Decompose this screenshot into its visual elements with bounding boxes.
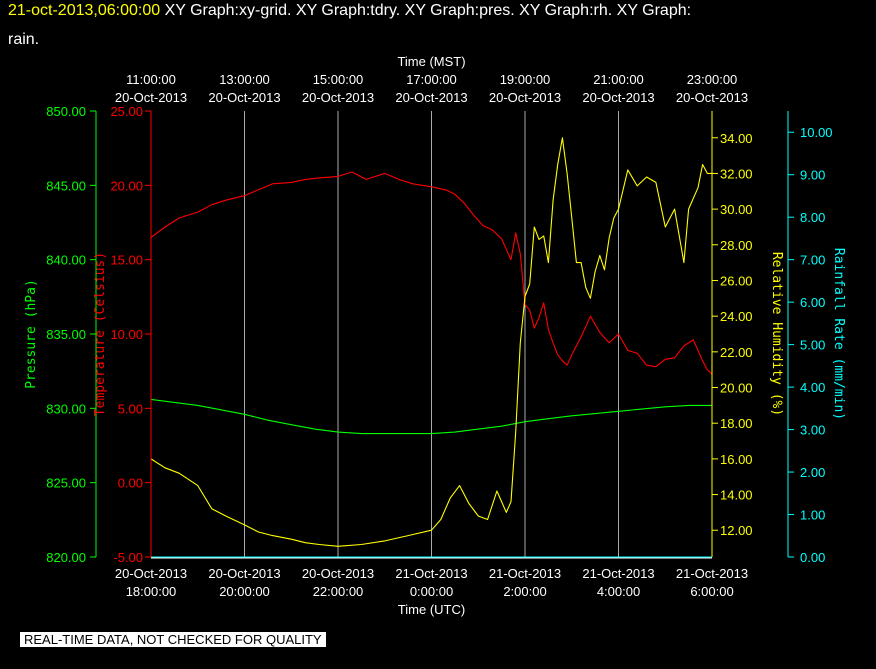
bottom-axis-title: Time (UTC) — [398, 602, 465, 617]
rainfall-tick-label: 3.00 — [800, 423, 825, 438]
humidity-tick-label: 32.00 — [720, 166, 753, 181]
humidity-tick-label: 16.00 — [720, 452, 753, 467]
bottom-tick-time-label: 4:00:00 — [597, 584, 640, 599]
temperature-tick-label: -5.00 — [113, 550, 143, 565]
rainfall-tick-label: 2.00 — [800, 465, 825, 480]
humidity-tick-label: 24.00 — [720, 309, 753, 324]
rainfall-tick-label: 8.00 — [800, 210, 825, 225]
bottom-tick-date-label: 20-Oct-2013 — [302, 566, 374, 581]
humidity-tick-label: 34.00 — [720, 131, 753, 146]
pressure-axis-title: Pressure (hPa) — [24, 279, 39, 389]
pressure-tick-label: 845.00 — [46, 178, 86, 193]
bottom-tick-date-label: 20-Oct-2013 — [208, 566, 280, 581]
top-tick-time-label: 15:00:00 — [313, 72, 364, 87]
rainfall-tick-label: 1.00 — [800, 508, 825, 523]
rainfall-tick-label: 6.00 — [800, 295, 825, 310]
humidity-tick-label: 28.00 — [720, 238, 753, 253]
pressure-tick-label: 820.00 — [46, 550, 86, 565]
top-tick-date-label: 20-Oct-2013 — [676, 90, 748, 105]
axes: 820.00 825.00 830.00 835.00 840.00 845.00 850.… — [24, 54, 846, 617]
top-tick-time-label: 17:00:00 — [406, 72, 457, 87]
pressure-tick-label: 830.00 — [46, 401, 86, 416]
pressure-tick-label: 835.00 — [46, 327, 86, 342]
pressure-tick-label: 850.00 — [46, 104, 86, 119]
bottom-tick-date-label: 21-Oct-2013 — [395, 566, 467, 581]
rainfall-tick-label: 5.00 — [800, 338, 825, 353]
temperature-tick-label: 25.00 — [110, 104, 143, 119]
humidity-series-line — [150, 137, 712, 547]
humidity-tick-label: 14.00 — [720, 488, 753, 503]
graph-title-continuation: rain. — [8, 31, 40, 48]
humidity-tick-label: 22.00 — [720, 345, 753, 360]
humidity-tick-label: 12.00 — [720, 523, 753, 538]
pressure-tick-label: 825.00 — [46, 476, 86, 491]
humidity-tick-label: 20.00 — [720, 381, 753, 396]
humidity-tick-label: 26.00 — [720, 273, 753, 288]
top-tick-time-label: 21:00:00 — [593, 72, 644, 87]
graph-title: 21-oct-2013,06:00:00 XY Graph:xy-grid. X… — [8, 2, 691, 20]
bottom-tick-date-label: 21-Oct-2013 — [489, 566, 561, 581]
humidity-tick-label: 18.00 — [720, 416, 753, 431]
top-axis-title: Time (MST) — [397, 54, 465, 69]
rainfall-tick-label: 9.00 — [800, 168, 825, 183]
humidity-tick-label: 30.00 — [720, 202, 753, 217]
top-tick-date-label: 20-Oct-2013 — [115, 90, 187, 105]
temperature-tick-label: 15.00 — [110, 253, 143, 268]
rainfall-tick-label: 4.00 — [800, 380, 825, 395]
bottom-tick-date-label: 21-Oct-2013 — [582, 566, 654, 581]
top-tick-date-label: 20-Oct-2013 — [582, 90, 654, 105]
bottom-tick-time-label: 20:00:00 — [219, 584, 270, 599]
temperature-tick-label: 10.00 — [110, 327, 143, 342]
temperature-tick-label: 20.00 — [110, 178, 143, 193]
humidity-axis-title: Relative Humidity (%) — [769, 252, 784, 416]
rainfall-tick-label: 10.00 — [800, 125, 833, 140]
top-tick-date-label: 20-Oct-2013 — [395, 90, 467, 105]
temperature-series-line — [150, 171, 713, 375]
top-tick-time-label: 13:00:00 — [219, 72, 270, 87]
bottom-tick-time-label: 22:00:00 — [313, 584, 364, 599]
top-tick-date-label: 20-Oct-2013 — [489, 90, 561, 105]
grid-lines — [150, 111, 713, 557]
title-timestamp: 21-oct-2013,06:00:00 — [8, 2, 161, 19]
series-lines — [150, 137, 713, 558]
bottom-tick-time-label: 6:00:00 — [690, 584, 733, 599]
rainfall-tick-label: 0.00 — [800, 550, 825, 565]
plot-frame — [95, 111, 789, 559]
title-series-list: XY Graph:xy-grid. XY Graph:tdry. XY Grap… — [164, 2, 692, 19]
rainfall-axis-title: Rainfall Rate (mm/min) — [831, 248, 846, 420]
bottom-tick-time-label: 2:00:00 — [503, 584, 546, 599]
top-tick-date-label: 20-Oct-2013 — [208, 90, 280, 105]
top-tick-time-label: 11:00:00 — [126, 72, 176, 87]
bottom-tick-date-label: 20-Oct-2013 — [115, 566, 187, 581]
temperature-tick-label: 5.00 — [118, 401, 143, 416]
rainfall-tick-label: 7.00 — [800, 253, 825, 268]
top-tick-time-label: 19:00:00 — [500, 72, 551, 87]
pressure-series-line — [150, 398, 712, 435]
top-tick-date-label: 20-Oct-2013 — [302, 90, 374, 105]
temperature-tick-label: 0.00 — [118, 476, 143, 491]
bottom-tick-time-label: 0:00:00 — [410, 584, 453, 599]
bottom-tick-date-label: 21-Oct-2013 — [676, 566, 748, 581]
top-tick-time-label: 23:00:00 — [687, 72, 738, 87]
temperature-axis-title: Temperature (Celsius) — [93, 252, 108, 416]
quality-notice: REAL-TIME DATA, NOT CHECKED FOR QUALITY — [20, 632, 326, 647]
pressure-tick-label: 840.00 — [46, 253, 86, 268]
bottom-tick-time-label: 18:00:00 — [126, 584, 177, 599]
